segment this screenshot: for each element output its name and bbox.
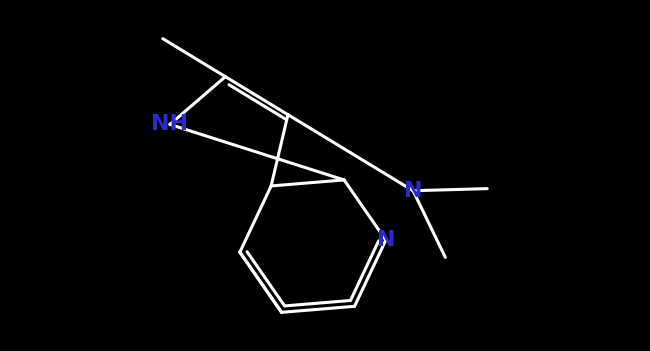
- Text: N: N: [404, 181, 422, 201]
- Text: NH: NH: [151, 114, 188, 134]
- Text: N: N: [376, 230, 395, 250]
